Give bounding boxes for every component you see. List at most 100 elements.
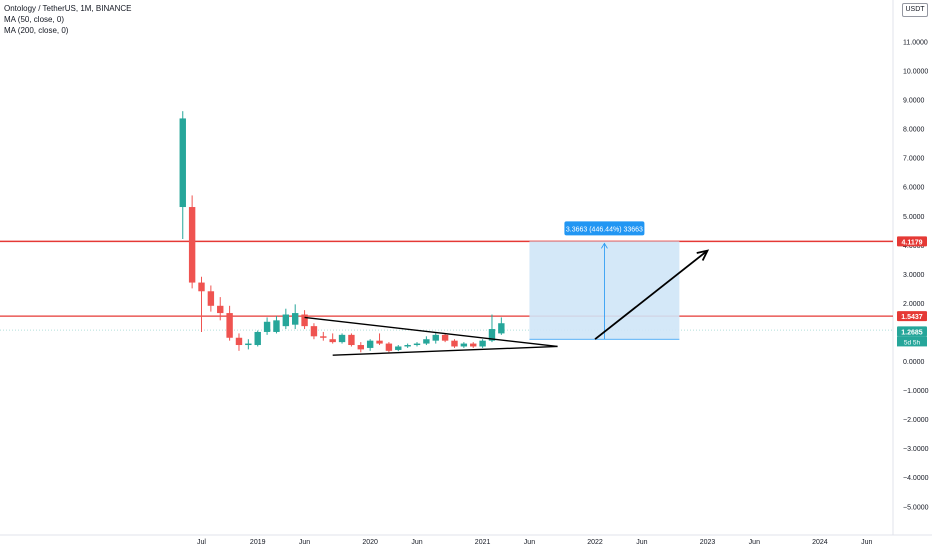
candle-series[interactable]	[179, 111, 505, 353]
y-tick-label: −1.0000	[903, 388, 929, 395]
y-tick-label: 6.0000	[903, 185, 925, 192]
candle-body[interactable]	[263, 321, 271, 332]
y-tick-label: 0.0000	[903, 359, 925, 366]
x-tick-label: Jul	[197, 539, 206, 546]
candle-body[interactable]	[226, 313, 233, 338]
candle[interactable]	[198, 276, 205, 332]
candle[interactable]	[357, 342, 364, 353]
candle-body[interactable]	[329, 339, 336, 343]
price-axis[interactable]: −5.0000 −4.0000 −3.0000 −2.0000 −1.0000 0.000…	[892, 0, 929, 535]
candle[interactable]	[423, 336, 430, 346]
candle[interactable]	[217, 297, 224, 321]
candle-body[interactable]	[310, 326, 318, 337]
candle[interactable]	[292, 304, 299, 330]
candle-body[interactable]	[292, 313, 299, 325]
candle-body[interactable]	[301, 314, 308, 327]
candle-body[interactable]	[320, 336, 327, 338]
trend-drawings[interactable]	[304, 249, 710, 356]
candle-body[interactable]	[441, 334, 449, 341]
candle-body[interactable]	[460, 343, 468, 347]
candle-body[interactable]	[404, 345, 411, 347]
candle[interactable]	[376, 333, 383, 346]
candle-body[interactable]	[188, 207, 196, 283]
candle-body[interactable]	[479, 340, 486, 347]
y-tick-label: −5.0000	[903, 504, 929, 511]
candle-body[interactable]	[179, 118, 186, 208]
candle[interactable]	[441, 333, 449, 343]
measure-label: 3.3663 (446.44%) 33663	[566, 226, 643, 233]
candle-body[interactable]	[376, 340, 383, 344]
candle-body[interactable]	[423, 339, 430, 344]
ma200-indicator-label[interactable]: MA (200, close, 0)	[4, 26, 69, 35]
resistance-low-badge-bg	[897, 311, 927, 322]
candle-body[interactable]	[217, 305, 224, 314]
candle[interactable]	[245, 339, 252, 350]
candle[interactable]	[348, 333, 355, 347]
candle-body[interactable]	[488, 329, 496, 341]
candle[interactable]	[366, 339, 374, 351]
candle-body[interactable]	[235, 337, 243, 346]
candle-body[interactable]	[198, 282, 205, 292]
triangle-upper-line[interactable]	[304, 316, 558, 348]
candle[interactable]	[329, 333, 336, 344]
candle-body[interactable]	[207, 291, 215, 306]
candle[interactable]	[301, 310, 308, 330]
candle[interactable]	[498, 317, 505, 335]
candle-body[interactable]	[254, 331, 261, 346]
candle-body[interactable]	[282, 314, 290, 327]
resistance-low-badge: 1.5437	[901, 314, 923, 321]
y-tick-label: −4.0000	[903, 475, 929, 482]
candle[interactable]	[385, 342, 393, 353]
candle[interactable]	[470, 342, 477, 348]
price-range-measure[interactable]: 3.3663 (446.44%) 33663	[529, 221, 680, 340]
candle-body[interactable]	[245, 343, 252, 346]
candle[interactable]	[488, 314, 496, 343]
triangle-lower-line[interactable]	[332, 345, 558, 356]
x-tick-label: 2019	[250, 539, 266, 546]
candle[interactable]	[235, 333, 243, 351]
candle[interactable]	[282, 308, 290, 330]
candle[interactable]	[179, 111, 186, 239]
candle[interactable]	[188, 195, 196, 289]
projection-arrow-line[interactable]	[594, 249, 709, 340]
candle-body[interactable]	[385, 343, 393, 351]
candle[interactable]	[273, 315, 280, 334]
candle-body[interactable]	[432, 334, 439, 341]
candle-body[interactable]	[273, 320, 280, 332]
x-tick-label: Jun	[636, 539, 647, 546]
candle-body[interactable]	[395, 346, 402, 350]
x-tick-label: 2022	[587, 539, 603, 546]
candle[interactable]	[338, 333, 346, 344]
currency-button[interactable]: USDT	[902, 3, 928, 17]
horizontal-lines[interactable]	[0, 240, 893, 331]
candle[interactable]	[413, 342, 421, 347]
candle-body[interactable]	[451, 340, 458, 347]
candle[interactable]	[460, 342, 468, 348]
candle[interactable]	[263, 317, 271, 335]
candle-body[interactable]	[470, 343, 477, 347]
candle-body[interactable]	[357, 345, 364, 350]
price-badges: 4.1179 1.5437 1.2685 5d 5h	[897, 236, 927, 347]
y-tick-label: 3.0000	[903, 272, 925, 279]
candle-body[interactable]	[498, 323, 505, 334]
candle[interactable]	[310, 323, 318, 340]
candle[interactable]	[226, 305, 233, 341]
candle[interactable]	[395, 345, 402, 352]
time-axis[interactable]: Jul 2019 Jun 2020 Jun 2021 Jun 2022 Jun 2023 Jun 20…	[0, 534, 932, 546]
candle[interactable]	[207, 285, 215, 312]
candle[interactable]	[404, 343, 411, 348]
candle-body[interactable]	[348, 334, 355, 346]
candle[interactable]	[451, 339, 458, 348]
symbol-title[interactable]: Ontology / TetherUS, 1M, BINANCE	[4, 4, 132, 13]
x-tick-label: Jun	[524, 539, 535, 546]
ma50-indicator-label[interactable]: MA (50, close, 0)	[4, 15, 65, 24]
candle-body[interactable]	[366, 340, 374, 348]
candle[interactable]	[432, 331, 439, 344]
candle-body[interactable]	[413, 343, 421, 346]
candle[interactable]	[254, 330, 261, 347]
candle[interactable]	[320, 331, 327, 341]
candle[interactable]	[479, 339, 486, 348]
candle-body[interactable]	[338, 334, 346, 343]
